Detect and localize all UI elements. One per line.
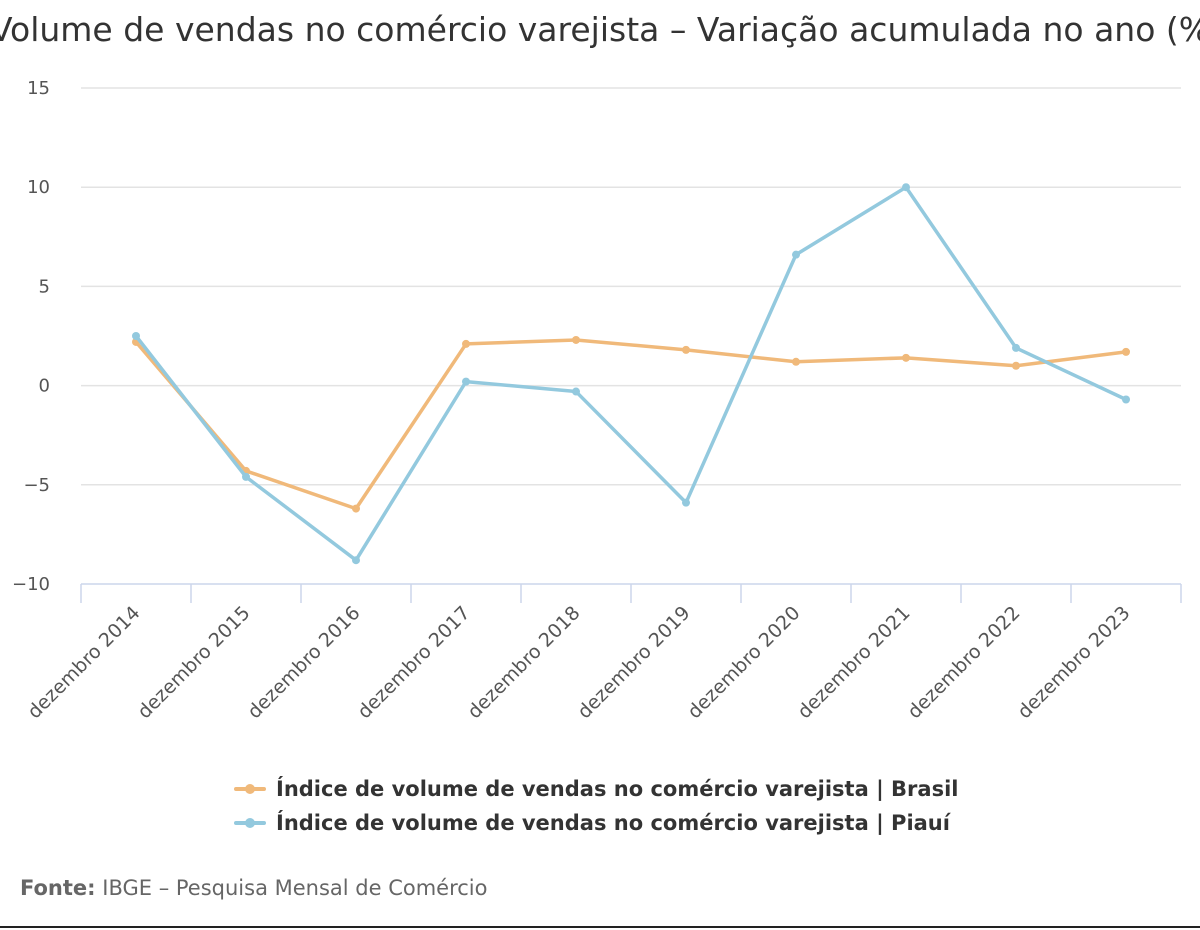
series-lines	[132, 183, 1130, 565]
y-tick-label: 10	[27, 177, 50, 198]
legend-label-brasil: Índice de volume de vendas no comércio v…	[276, 777, 959, 801]
x-tick-label: dezembro 2017	[353, 602, 474, 723]
x-tick-label: dezembro 2020	[683, 602, 804, 723]
series-line-1[interactable]	[134, 185, 1128, 562]
data-point-0-7[interactable]	[902, 353, 910, 362]
legend-swatch-piaui	[234, 818, 266, 828]
x-tick-label: dezembro 2014	[23, 602, 144, 723]
data-point-0-8[interactable]	[1012, 361, 1020, 370]
legend-item-piaui[interactable]: Índice de volume de vendas no comércio v…	[234, 806, 958, 840]
source-label: Fonte:	[20, 876, 96, 900]
x-tick-label: dezembro 2016	[243, 602, 364, 723]
data-point-1-7[interactable]	[902, 183, 910, 192]
data-point-0-9[interactable]	[1122, 347, 1130, 356]
legend-label-piaui: Índice de volume de vendas no comércio v…	[276, 811, 950, 835]
x-tick-label: dezembro 2023	[1013, 602, 1134, 723]
series-line-0[interactable]	[134, 338, 1128, 511]
x-tick-label: dezembro 2019	[573, 602, 694, 723]
y-tick-label: −10	[12, 574, 50, 595]
data-point-1-6[interactable]	[792, 250, 800, 259]
y-tick-label: −5	[23, 475, 50, 496]
grid-lines	[81, 87, 1181, 486]
legend-swatch-brasil	[234, 784, 266, 794]
source-text: IBGE – Pesquisa Mensal de Comércio	[102, 876, 488, 900]
data-point-0-6[interactable]	[792, 357, 800, 366]
legend[interactable]: Índice de volume de vendas no comércio v…	[234, 772, 958, 840]
y-axis-ticks: 15 10 5 0 −5 −10	[12, 78, 50, 595]
data-point-0-4[interactable]	[572, 335, 580, 344]
data-point-1-0[interactable]	[132, 332, 140, 340]
y-tick-label: 5	[39, 276, 50, 297]
data-point-1-9[interactable]	[1122, 395, 1130, 404]
data-point-1-8[interactable]	[1012, 343, 1020, 352]
data-point-1-5[interactable]	[682, 498, 690, 507]
data-point-1-3[interactable]	[462, 377, 470, 386]
data-point-0-2[interactable]	[352, 504, 360, 513]
source-note: Fonte: IBGE – Pesquisa Mensal de Comérci…	[20, 876, 488, 900]
data-point-1-2[interactable]	[352, 556, 360, 565]
bottom-divider	[0, 926, 1200, 928]
y-tick-label: 15	[27, 78, 50, 99]
chart-title: Volume de vendas no comércio varejista –…	[0, 10, 1200, 49]
data-point-1-1[interactable]	[242, 472, 250, 481]
x-tick-label: dezembro 2015	[133, 602, 254, 723]
data-point-1-4[interactable]	[572, 387, 580, 396]
y-tick-label: 0	[39, 376, 50, 397]
legend-item-brasil[interactable]: Índice de volume de vendas no comércio v…	[234, 772, 958, 806]
x-tick-label: dezembro 2018	[463, 602, 584, 723]
x-tick-label: dezembro 2022	[903, 602, 1024, 723]
data-point-0-3[interactable]	[462, 339, 470, 348]
x-tick-label: dezembro 2021	[793, 602, 914, 723]
data-point-0-5[interactable]	[682, 345, 690, 354]
